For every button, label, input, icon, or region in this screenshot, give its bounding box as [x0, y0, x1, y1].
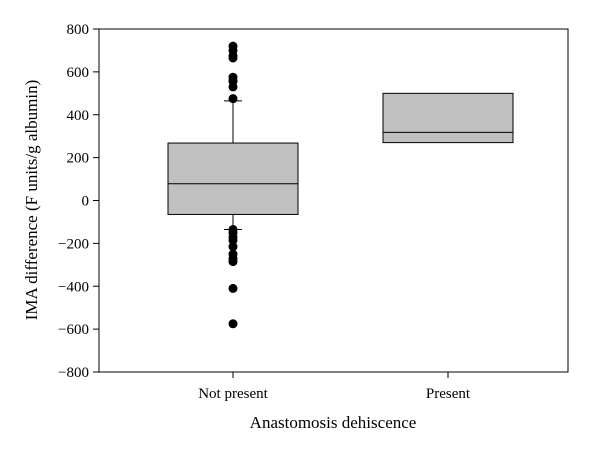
outlier-point	[228, 82, 238, 92]
y-tick-label: −400	[58, 279, 89, 295]
outlier-point	[228, 283, 238, 293]
box	[167, 142, 299, 215]
x-axis-label: Anastomosis dehiscence	[250, 413, 417, 432]
y-axis: −800 −600 −400 −200 0 200 400 600 800	[58, 22, 99, 381]
outlier-point	[228, 242, 238, 252]
outlier-point	[228, 257, 238, 267]
outlier-point	[228, 319, 238, 329]
box-group	[167, 41, 299, 329]
outlier-point	[228, 53, 238, 63]
boxes	[167, 41, 514, 329]
y-tick-label: 0	[82, 194, 90, 210]
y-tick-label: −800	[58, 365, 89, 381]
outlier-point	[228, 235, 238, 245]
y-tick-label: −600	[58, 322, 89, 338]
x-axis: Not present Present	[198, 372, 471, 402]
y-tick-label: −200	[58, 236, 89, 252]
y-tick-label: 200	[67, 151, 90, 167]
y-tick-label: 400	[67, 108, 90, 124]
box-group	[382, 92, 514, 144]
outlier-point	[228, 94, 238, 104]
x-tick-label: Not present	[198, 386, 268, 402]
y-tick-label: 600	[67, 65, 90, 81]
y-axis-label: IMA difference (F units/g albumin)	[22, 80, 41, 320]
box	[382, 92, 514, 144]
y-tick-label: 800	[67, 22, 90, 38]
x-tick-label: Present	[426, 386, 471, 402]
